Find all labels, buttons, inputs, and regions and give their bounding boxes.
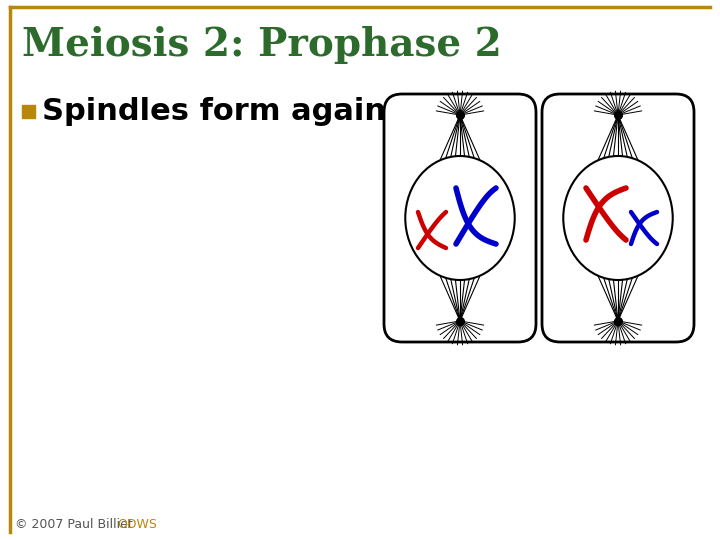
Text: ODWS: ODWS	[117, 517, 157, 530]
Ellipse shape	[405, 156, 515, 280]
Text: © 2007 Paul Billiet: © 2007 Paul Billiet	[15, 517, 137, 530]
Ellipse shape	[563, 156, 672, 280]
Bar	[22, 105, 35, 118]
FancyBboxPatch shape	[542, 94, 694, 342]
Text: Meiosis 2: Prophase 2: Meiosis 2: Prophase 2	[22, 26, 502, 64]
FancyBboxPatch shape	[384, 94, 536, 342]
Text: Spindles form again: Spindles form again	[42, 98, 386, 126]
